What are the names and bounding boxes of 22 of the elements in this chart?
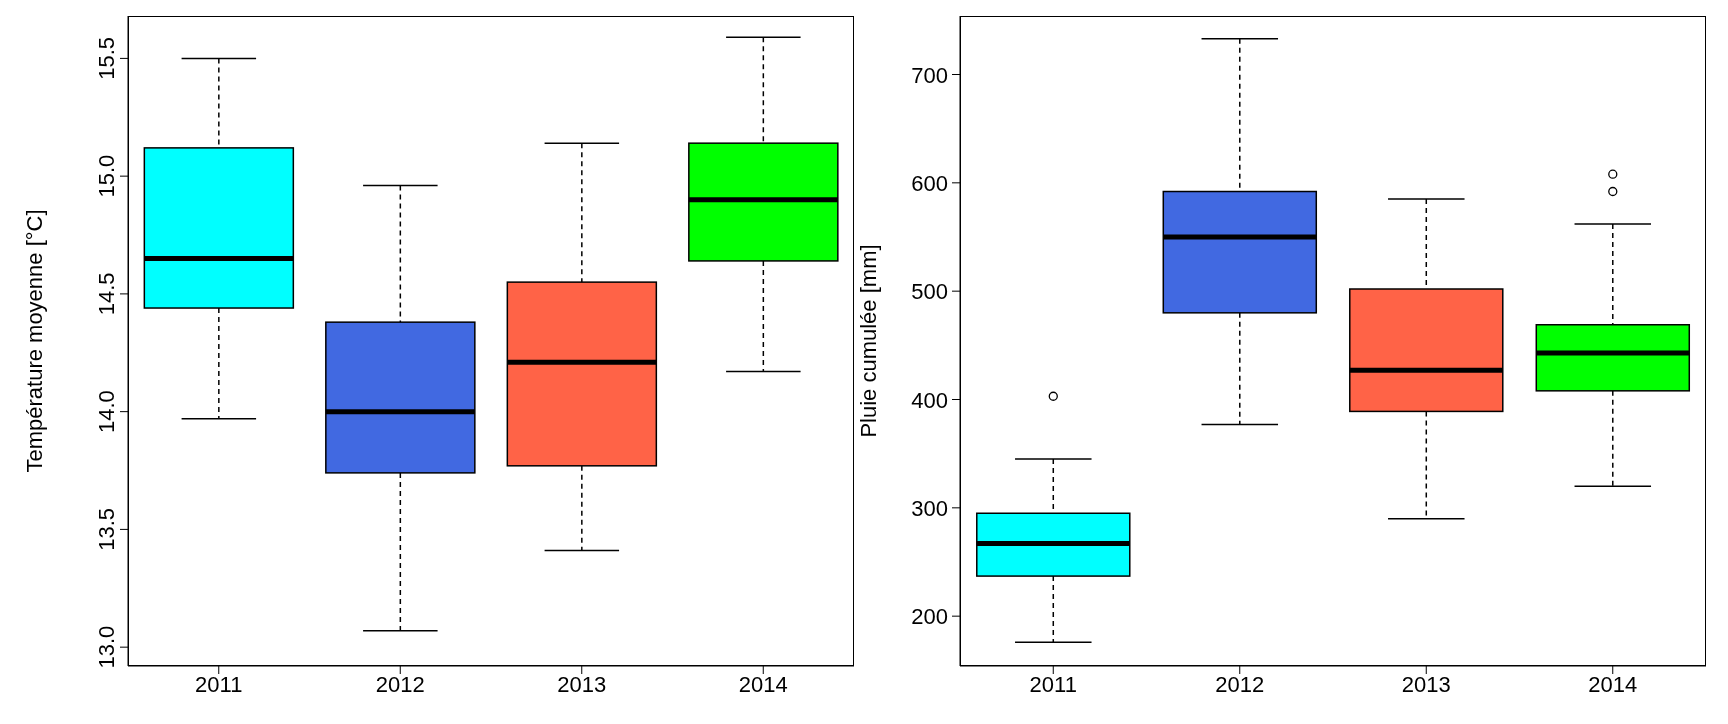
x-tick-label: 2011 bbox=[1029, 671, 1077, 697]
x-tick-label: 2014 bbox=[1588, 671, 1638, 697]
x-tick-label: 2013 bbox=[557, 671, 607, 697]
y-tick-label: 14.5 bbox=[94, 272, 119, 316]
x-tick-label: 2011 bbox=[195, 671, 243, 697]
y-tick-label: 400 bbox=[911, 387, 948, 413]
y-tick-label: 500 bbox=[911, 279, 948, 305]
y-tick-label: 200 bbox=[911, 604, 948, 630]
y-tick-label: 13.5 bbox=[94, 507, 119, 551]
x-tick-label: 2013 bbox=[1401, 671, 1451, 697]
y-axis-title: Température moyenne [°C] bbox=[21, 209, 47, 473]
y-tick-label: 14.0 bbox=[94, 390, 119, 434]
y-tick-label: 15.5 bbox=[94, 36, 119, 80]
x-tick-label: 2014 bbox=[738, 671, 788, 697]
y-tick-label: 15.0 bbox=[94, 154, 119, 198]
x-tick-label: 2012 bbox=[1215, 671, 1265, 697]
x-tick-label: 2012 bbox=[375, 671, 425, 697]
y-tick-label: 13.0 bbox=[94, 625, 119, 669]
y-tick-label: 300 bbox=[911, 495, 948, 521]
y-tick-label: 700 bbox=[911, 62, 948, 88]
y-tick-label: 600 bbox=[911, 170, 948, 196]
y-axis-title: Pluie cumulée [mm] bbox=[855, 244, 881, 438]
